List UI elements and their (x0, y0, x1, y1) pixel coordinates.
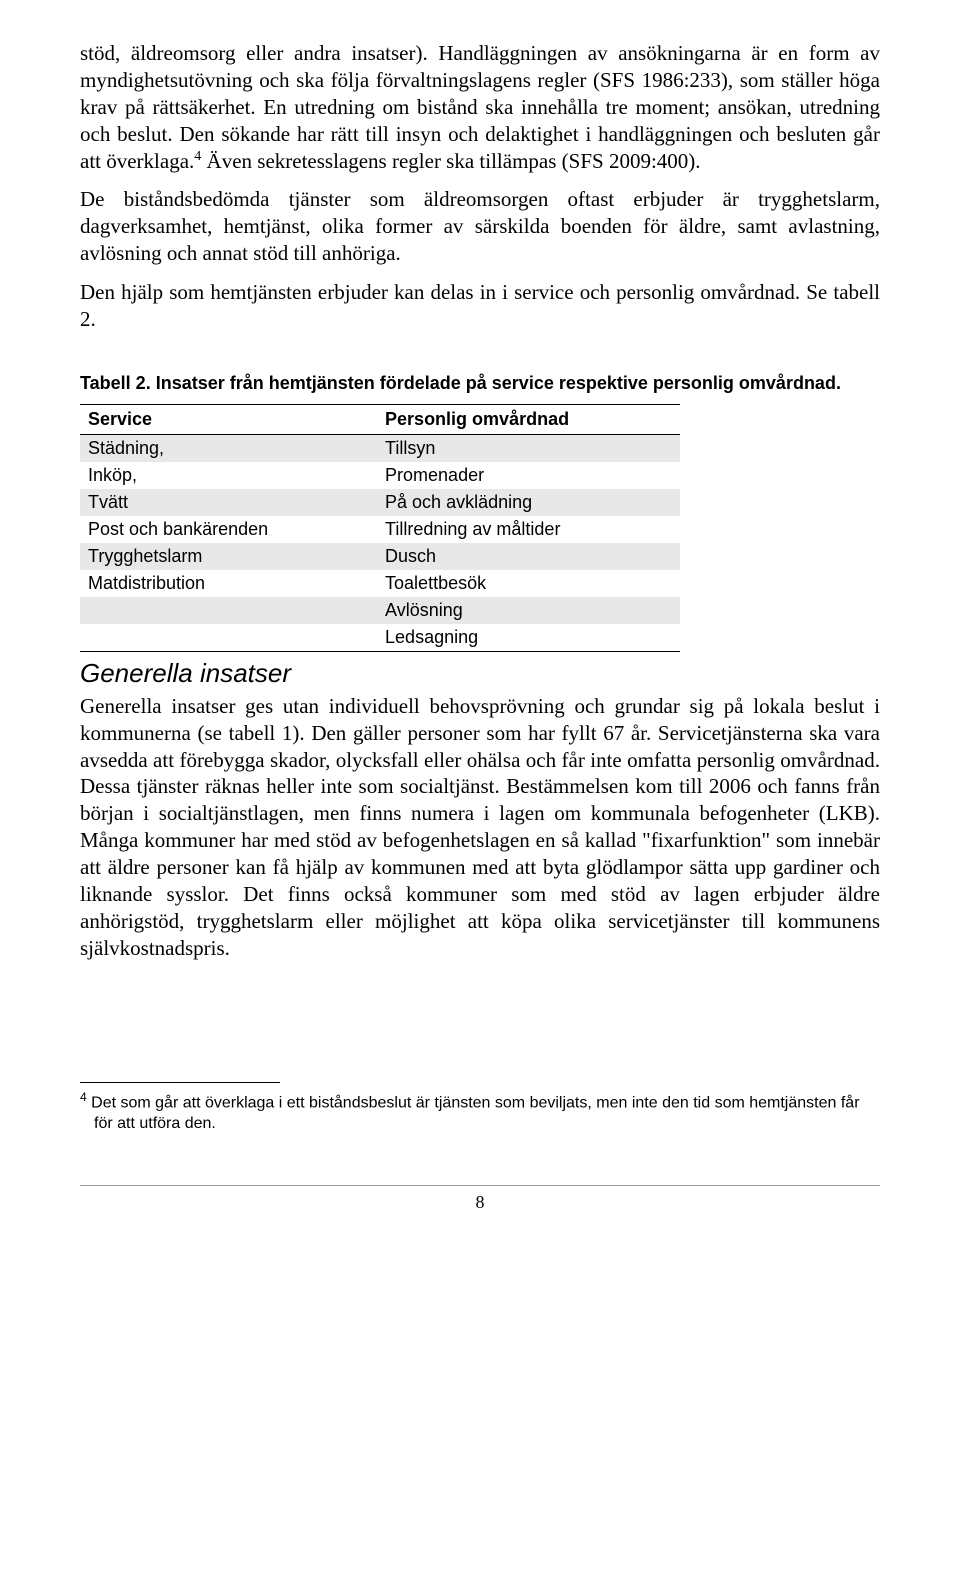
table-row: Trygghetslarm Dusch (80, 543, 680, 570)
table-cell: På och avklädning (377, 489, 680, 516)
footnote: 4 Det som går att överklaga i ett bistån… (80, 1089, 880, 1136)
services-table: Service Personlig omvårdnad Städning, Ti… (80, 404, 680, 652)
page-number: 8 (80, 1185, 880, 1213)
body-paragraph-1: stöd, äldreomsorg eller andra insatser).… (80, 40, 880, 174)
table-cell: Tillredning av måltider (377, 516, 680, 543)
body-paragraph-4: Generella insatser ges utan individuell … (80, 693, 880, 962)
table-row: Avlösning (80, 597, 680, 624)
table-cell: Inköp, (80, 462, 377, 489)
footnote-text: Det som går att överklaga i ett bistånds… (87, 1094, 860, 1133)
table-cell: Avlösning (377, 597, 680, 624)
footnote-separator (80, 1082, 280, 1083)
table-cell: Post och bankärenden (80, 516, 377, 543)
table-cell: Ledsagning (377, 624, 680, 652)
body-paragraph-2: De biståndsbedömda tjänster som äldreoms… (80, 186, 880, 267)
table-row: Inköp, Promenader (80, 462, 680, 489)
table-row: Tvätt På och avklädning (80, 489, 680, 516)
table-row: Post och bankärenden Tillredning av målt… (80, 516, 680, 543)
table-caption: Tabell 2. Insatser från hemtjänsten förd… (80, 373, 880, 394)
table-cell (80, 597, 377, 624)
footnote-number: 4 (80, 1090, 87, 1104)
table-cell: Städning, (80, 434, 377, 462)
table-row: Matdistribution Toalettbesök (80, 570, 680, 597)
table-body: Städning, Tillsyn Inköp, Promenader Tvät… (80, 434, 680, 651)
table-row: Ledsagning (80, 624, 680, 652)
body-paragraph-3: Den hjälp som hemtjänsten erbjuder kan d… (80, 279, 880, 333)
section-heading: Generella insatser (80, 658, 880, 689)
table-cell: Tvätt (80, 489, 377, 516)
table-cell: Toalettbesök (377, 570, 680, 597)
table-cell: Trygghetslarm (80, 543, 377, 570)
table-cell: Promenader (377, 462, 680, 489)
paragraph-text-continued: Även sekretesslagens regler ska tillämpa… (201, 149, 700, 173)
table-header-row: Service Personlig omvårdnad (80, 404, 680, 434)
table-cell: Tillsyn (377, 434, 680, 462)
table-row: Städning, Tillsyn (80, 434, 680, 462)
table-cell (80, 624, 377, 652)
table-cell: Matdistribution (80, 570, 377, 597)
document-page: stöd, äldreomsorg eller andra insatser).… (0, 0, 960, 1185)
table-cell: Dusch (377, 543, 680, 570)
table-header-personal-care: Personlig omvårdnad (377, 404, 680, 434)
table-header-service: Service (80, 404, 377, 434)
